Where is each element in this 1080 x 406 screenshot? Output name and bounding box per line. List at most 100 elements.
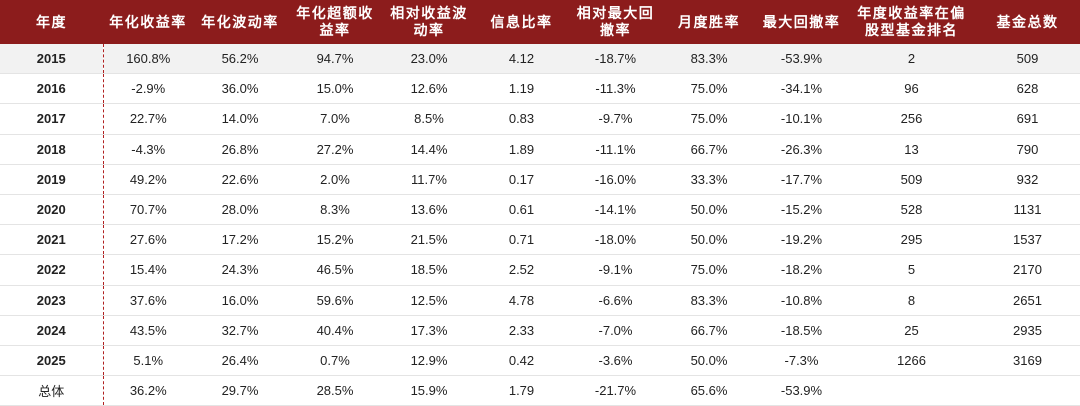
cell-text: 17.3% (410, 322, 448, 338)
cell: 0.17 (475, 164, 568, 195)
cell-text: 11.7% (411, 171, 447, 187)
cell-text: 0.17 (508, 171, 535, 187)
cell: -34.1% (755, 73, 848, 105)
cell-text: -3.6% (598, 352, 633, 368)
cell: -7.0% (568, 315, 663, 346)
cell: 0.83 (475, 103, 568, 135)
cell: 11.7% (383, 164, 475, 195)
cell: 12.6% (383, 73, 475, 105)
cell: 46.5% (287, 254, 383, 286)
cell: 8.5% (383, 103, 475, 135)
cell-text: 2170 (1013, 262, 1042, 278)
cell: 691 (975, 103, 1080, 135)
cell-text: 528 (900, 202, 923, 218)
cell: 2019 (0, 164, 103, 195)
table-row: 2019 49.2% 22.6% 2.0% 11.7% 0.17 -16.0% 33.3% -1… (0, 164, 1080, 195)
cell: 15.4% (102, 254, 193, 286)
cell: 43.5% (102, 315, 193, 346)
cell-text: 22.6% (221, 171, 259, 187)
cell-text: 0.42 (508, 352, 535, 368)
cell: -18.2% (755, 254, 848, 286)
cell-text: 2023 (36, 292, 66, 308)
cell-text: 83.3% (690, 51, 728, 67)
cell: 4.12 (475, 44, 568, 75)
cell-text: 509 (1016, 51, 1039, 67)
cell-text: 75.0% (690, 262, 728, 278)
cell-text: -18.5% (780, 322, 823, 338)
cell-text: 15.4% (129, 262, 167, 278)
table-row: 2025 5.1% 26.4% 0.7% 12.9% 0.42 -3.6% 50.0% -7.3… (0, 345, 1080, 377)
cell-text: 2021 (36, 232, 66, 248)
table-row: 2016 -2.9% 36.0% 15.0% 12.6% 1.19 -11.3% 75.0% -… (0, 73, 1080, 105)
cell: 16.0% (193, 285, 287, 316)
cell: 65.6% (663, 375, 755, 406)
cell: -19.2% (755, 224, 848, 256)
cell: -18.5% (755, 315, 848, 346)
cell: 17.2% (193, 224, 287, 256)
cell-text: -34.1% (780, 81, 823, 97)
cell: -9.1% (568, 254, 663, 286)
cell-text: 5 (907, 262, 916, 278)
cell: 5 (848, 254, 975, 286)
cell-text: 22.7% (129, 111, 167, 127)
cell-text: 50.0% (690, 232, 728, 248)
cell-text: 2019 (36, 171, 66, 187)
table-row: 2015 160.8% 56.2% 94.7% 23.0% 4.12 -18.7% 83.3%… (0, 44, 1080, 75)
cell-text: 790 (1016, 141, 1039, 157)
cell: 22.6% (193, 164, 287, 195)
table-row: 2018 -4.3% 26.8% 27.2% 14.4% 1.89 -11.1% 66.7% -… (0, 134, 1080, 165)
header-cell: 基金总数 (975, 0, 1080, 44)
cell-text: 1.79 (508, 383, 535, 399)
cell-text: 2651 (1013, 292, 1042, 308)
cell: 37.6% (102, 285, 193, 316)
cell-text: 总体 (38, 384, 65, 400)
cell: 15.2% (287, 224, 383, 256)
header-cell: 相对收益波动率 (383, 0, 475, 44)
cell: 14.0% (193, 103, 287, 135)
cell (848, 375, 975, 406)
cell: -15.2% (755, 194, 848, 226)
cell: 0.7% (287, 345, 383, 377)
cell: -17.7% (755, 164, 848, 195)
cell: 总体 (0, 375, 103, 406)
cell-text: 2.33 (508, 322, 535, 338)
cell: 17.3% (383, 315, 475, 346)
cell-text: 65.6% (690, 383, 728, 399)
cell-text: 2022 (36, 262, 66, 278)
cell-text: -16.0% (594, 171, 637, 187)
cell-text: 36.2% (129, 383, 167, 399)
table-row: 2020 70.7% 28.0% 8.3% 13.6% 0.61 -14.1% 50.0% -1… (0, 194, 1080, 226)
cell-text: 46.5% (316, 262, 354, 278)
cell-text: 8.5% (414, 111, 444, 127)
cell: 2020 (0, 194, 103, 226)
cell-text: 27.6% (129, 232, 167, 248)
table-row: 2017 22.7% 14.0% 7.0% 8.5% 0.83 -9.7% 75.0% -10.… (0, 103, 1080, 135)
cell: 26.4% (193, 345, 287, 377)
cell-text: 13.6% (410, 202, 448, 218)
cell-text: 49.2% (129, 171, 167, 187)
cell-text: 27.2% (316, 141, 354, 157)
cell: -21.7% (568, 375, 663, 406)
cell-text: 21.5% (410, 232, 448, 248)
cell: 18.5% (383, 254, 475, 286)
cell: 2651 (975, 285, 1080, 316)
cell: 15.9% (383, 375, 475, 406)
cell: 40.4% (287, 315, 383, 346)
cell: 94.7% (287, 44, 383, 75)
cell-text: 50.0% (690, 352, 728, 368)
cell-text: 75.0% (690, 111, 728, 127)
cell-text: 295 (900, 232, 923, 248)
cell-text: 2 (907, 51, 916, 67)
cell-text: 32.7% (221, 322, 259, 338)
header-cell: 年化波动率 (193, 0, 287, 44)
cell: -11.1% (568, 134, 663, 165)
cell: 0.61 (475, 194, 568, 226)
cell-text: -18.2% (780, 262, 823, 278)
cell-text: 37.6% (129, 292, 167, 308)
cell-text: 28.0% (221, 202, 259, 218)
cell: 528 (848, 194, 975, 226)
cell-text: 50.0% (690, 202, 728, 218)
cell-text: 16.0% (221, 292, 259, 308)
cell-text: 26.8% (221, 141, 259, 157)
cell-text: 0.61 (508, 202, 535, 218)
